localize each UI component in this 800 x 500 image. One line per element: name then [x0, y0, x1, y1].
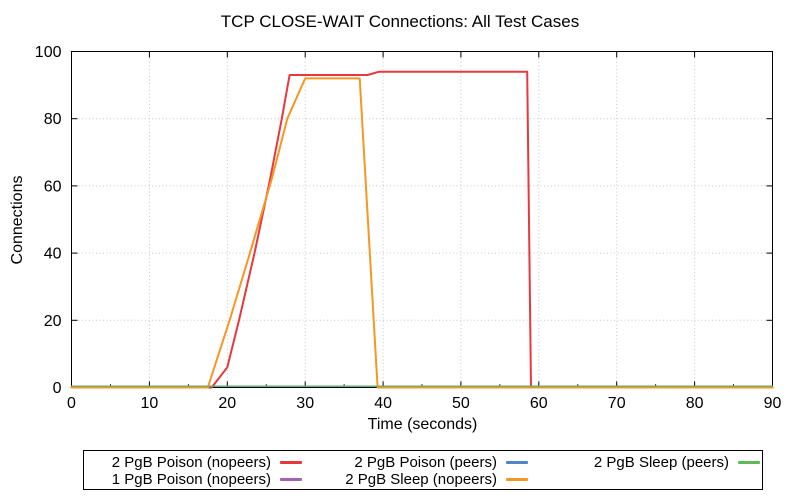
legend-label: 2 PgB Poison (nopeers)	[112, 454, 271, 471]
legend-entry: 2 PgB Sleep (nopeers)	[345, 471, 528, 487]
legend-entry: 2 PgB Poison (peers)	[354, 454, 528, 470]
y-axis-label: Connections	[9, 176, 27, 265]
y-tick-label: 40	[44, 246, 62, 263]
y-tick-label: 100	[35, 44, 62, 61]
legend-entry: 1 PgB Poison (nopeers)	[112, 471, 302, 487]
chart-plot-area: 0 10 20 30 40 50 60 70 80 90 0 20 40 60 80 100	[0, 0, 800, 445]
x-tick-label: 40	[374, 395, 392, 412]
x-tick-label: 50	[452, 395, 470, 412]
chart-figure: TCP CLOSE-WAIT Connections: All Test Cas…	[0, 0, 800, 500]
legend-swatch	[280, 461, 302, 464]
legend-swatch	[280, 478, 302, 481]
x-tick-label: 70	[608, 395, 626, 412]
x-tick-label: 30	[296, 395, 314, 412]
y-tick-label: 80	[44, 111, 62, 128]
plot-border	[72, 52, 773, 388]
y-tick-label: 20	[44, 313, 62, 330]
x-tick-label: 60	[530, 395, 548, 412]
legend-label: 2 PgB Poison (peers)	[354, 454, 497, 471]
x-axis-label: Time (seconds)	[72, 416, 773, 434]
legend-swatch	[506, 478, 528, 481]
legend-label: 2 PgB Sleep (peers)	[594, 454, 729, 471]
y-tick-label: 60	[44, 178, 62, 195]
x-tick-label: 20	[218, 395, 236, 412]
x-tick-label: 90	[764, 395, 782, 412]
x-tick-label: 10	[141, 395, 159, 412]
chart-canvas: 0 10 20 30 40 50 60 70 80 90 0 20 40 60 80 100	[0, 0, 800, 445]
legend-box: 2 PgB Poison (nopeers)1 PgB Poison (nope…	[83, 450, 763, 490]
x-tick-label: 0	[67, 395, 76, 412]
legend-entry: 2 PgB Poison (nopeers)	[112, 454, 302, 470]
legend-entry: 2 PgB Sleep (peers)	[594, 454, 760, 470]
legend-label: 1 PgB Poison (nopeers)	[112, 471, 271, 488]
legend-swatch	[506, 461, 528, 464]
y-tick-label: 0	[53, 380, 62, 397]
x-tick-label: 80	[686, 395, 704, 412]
series-line-3	[72, 78, 773, 387]
legend-swatch	[738, 461, 760, 464]
legend-label: 2 PgB Sleep (nopeers)	[345, 471, 497, 488]
